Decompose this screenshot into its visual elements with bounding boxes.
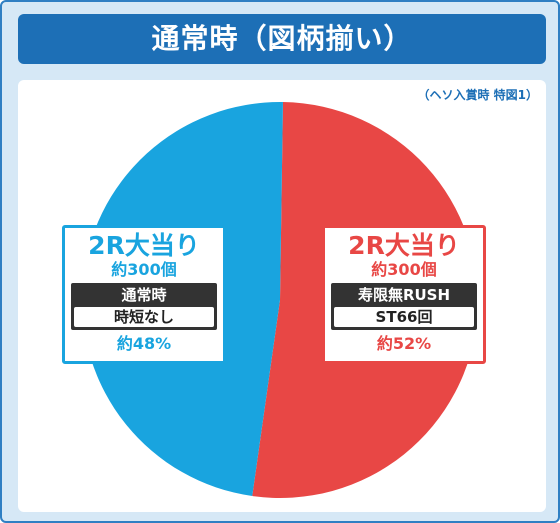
red-detail: ST66回 <box>334 307 474 327</box>
page-title: 通常時（図柄揃い） <box>18 14 546 64</box>
chart-note: （ヘソ入賞時 特図1） <box>417 88 538 102</box>
legend-box-red: 2R大当り 約300個 寿限無RUSH ST66回 約52% <box>322 225 486 364</box>
blue-balls: 約300個 <box>111 260 177 279</box>
red-balls: 約300個 <box>371 260 437 279</box>
red-mode-box: 寿限無RUSH ST66回 <box>331 283 477 330</box>
blue-detail: 時短なし <box>74 307 214 327</box>
chart-panel: （ヘソ入賞時 特図1） 2R大当り 約300個 通常時 時短なし 約48% 2R… <box>18 80 546 512</box>
blue-label: 2R大当り <box>88 231 200 260</box>
blue-mode: 通常時 <box>121 286 167 304</box>
red-percent: 約52% <box>376 334 432 353</box>
red-label: 2R大当り <box>348 231 460 260</box>
red-mode: 寿限無RUSH <box>357 286 451 304</box>
blue-percent: 約48% <box>116 334 172 353</box>
blue-mode-box: 通常時 時短なし <box>71 283 217 330</box>
legend-box-blue: 2R大当り 約300個 通常時 時短なし 約48% <box>62 225 226 364</box>
